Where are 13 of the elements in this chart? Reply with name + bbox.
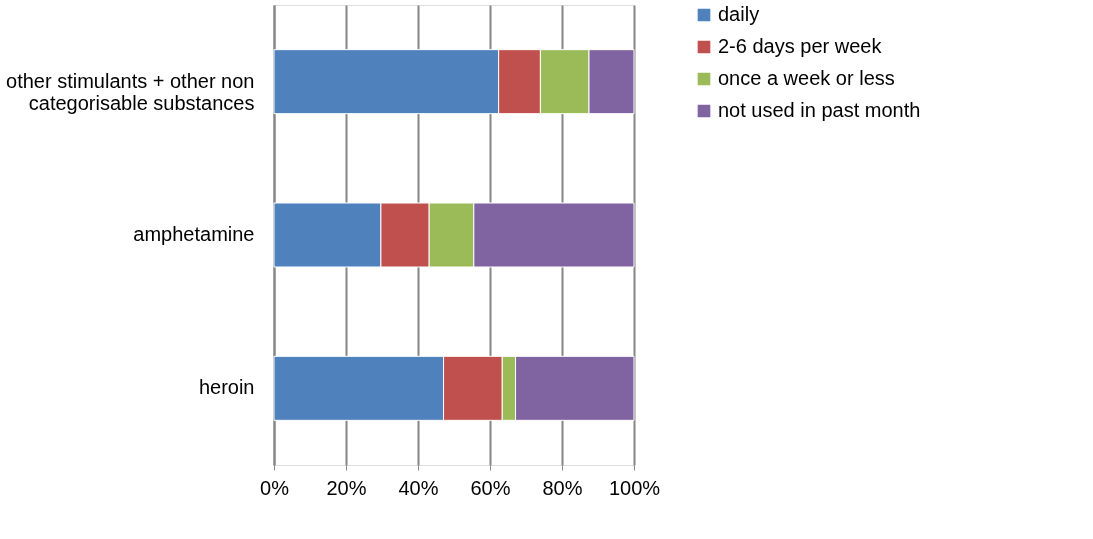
x-tick-label: 0% [260, 476, 290, 499]
legend-label: not used in past month [718, 99, 921, 121]
x-tick-label: 60% [470, 476, 511, 499]
y-tick-label: heroin [198, 376, 255, 399]
x-tick-label: 80% [542, 476, 583, 499]
y-tick-label: other stimulants + other non categorisable substances [6, 69, 255, 114]
y-tick-label: amphetamine [133, 223, 255, 245]
legend-label: once a week or less [718, 67, 895, 89]
legend-label: daily [718, 3, 760, 25]
x-tick-label: 40% [398, 476, 439, 499]
x-tick-label: 20% [326, 476, 367, 499]
x-tick-label: 100% [608, 476, 661, 499]
legend-label: 2-6 days per week [718, 35, 883, 57]
